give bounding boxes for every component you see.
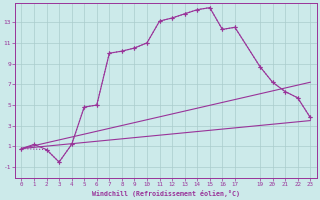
X-axis label: Windchill (Refroidissement éolien,°C): Windchill (Refroidissement éolien,°C) <box>92 190 240 197</box>
